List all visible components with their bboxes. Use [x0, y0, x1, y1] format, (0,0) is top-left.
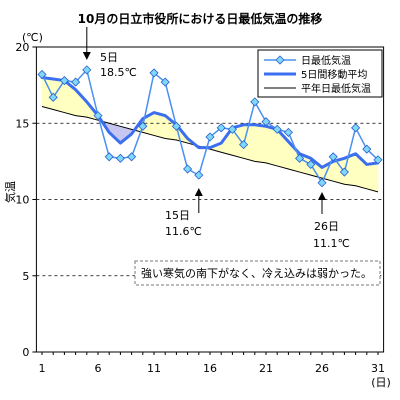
- x-tick-label: 31: [371, 362, 385, 375]
- y-tick-label: 10: [15, 194, 29, 207]
- daily-min-temp-marker: [283, 127, 293, 137]
- daily-min-temp-marker: [373, 155, 383, 165]
- y-tick-label: 0: [22, 346, 29, 359]
- above-normal-fill: [254, 124, 267, 164]
- legend-label-normal: 平年日最低気温: [301, 82, 371, 95]
- comment-text: 強い寒気の南下がなく、冷え込みは弱かった。: [141, 266, 372, 280]
- daily-min-temp-marker: [205, 132, 215, 142]
- x-unit-label: (日): [371, 376, 391, 389]
- daily-min-temp-marker: [149, 68, 159, 78]
- annotation-arrowhead: [82, 52, 91, 60]
- legend-marker-daily-min: [275, 55, 285, 65]
- y-tick-label: 15: [15, 117, 29, 130]
- x-tick-label: 26: [315, 362, 329, 375]
- x-tick-label: 21: [259, 362, 273, 375]
- annotation-date-label: 5日: [100, 51, 118, 64]
- annotation-value-label: 11.1℃: [313, 237, 350, 250]
- comment-box: 強い寒気の南下がなく、冷え込みは弱かった。: [134, 260, 381, 286]
- daily-min-temp-marker: [104, 152, 114, 162]
- daily-min-temp-marker: [71, 77, 81, 87]
- annotation-value-label: 18.5℃: [100, 66, 137, 79]
- daily-min-temp-marker: [82, 65, 92, 75]
- legend: 日最低気温 5日間移動平均 平年日最低気温: [257, 49, 383, 98]
- annotation-date-label: 26日: [314, 220, 339, 233]
- annotation-date-label: 15日: [165, 209, 190, 222]
- x-tick-label: 16: [203, 362, 217, 375]
- daily-min-temp-marker: [261, 117, 271, 127]
- daily-min-temp-marker: [227, 124, 237, 134]
- annotation-value-label: 11.6℃: [165, 225, 202, 238]
- daily-min-temp-marker: [138, 121, 148, 131]
- chart-title: 10月の日立市役所における日最低気温の推移: [78, 11, 323, 26]
- daily-min-temp-marker: [239, 140, 249, 150]
- daily-min-temp-marker: [295, 153, 305, 163]
- daily-min-temp-marker: [272, 124, 282, 134]
- daily-min-temp-marker: [115, 153, 125, 163]
- annotation-arrowhead: [194, 188, 203, 196]
- comment-box-frame: [134, 260, 381, 286]
- daily-min-temp-marker: [37, 69, 47, 80]
- x-tick-label: 6: [95, 362, 102, 375]
- daily-min-temp-marker: [339, 167, 349, 177]
- x-tick-label: 1: [39, 362, 46, 375]
- daily-min-temp-marker: [160, 77, 170, 87]
- series-layer: [37, 65, 383, 193]
- daily-min-temp-marker: [93, 111, 103, 121]
- normal-min-temp-line: [41, 105, 379, 193]
- daily-min-temp-marker: [194, 170, 204, 180]
- y-tick-label: 20: [15, 41, 29, 54]
- y-unit-label: (℃): [22, 31, 43, 44]
- x-tick-label: 11: [147, 362, 161, 375]
- above-normal-fill: [265, 125, 278, 167]
- annotation-arrowhead: [318, 192, 326, 200]
- y-tick-label: 5: [22, 270, 29, 283]
- daily-min-temp-marker: [306, 159, 316, 169]
- daily-min-temp-marker: [48, 92, 58, 102]
- daily-min-temp-marker: [317, 178, 327, 188]
- daily-min-temp-marker: [328, 152, 338, 162]
- daily-min-temp-marker: [362, 144, 372, 154]
- daily-min-temp-marker: [351, 123, 361, 133]
- annotation-arrows: [82, 27, 326, 214]
- daily-min-temp-marker: [250, 97, 260, 107]
- daily-min-temp-marker: [59, 75, 69, 86]
- above-normal-fill: [366, 162, 379, 193]
- annotation-labels: 5日 18.5℃ 15日 11.6℃ 26日 11.1℃: [100, 51, 350, 250]
- daily-min-temp-marker: [216, 123, 226, 133]
- y-axis-label: 気温: [3, 181, 17, 203]
- legend-label-moving-average: 5日間移動平均: [301, 68, 367, 81]
- legend-label-daily-min: 日最低気温: [301, 54, 351, 67]
- daily-min-temp-marker: [183, 164, 193, 174]
- daily-min-temp-marker: [171, 121, 181, 131]
- daily-min-temp-marker: [127, 152, 137, 162]
